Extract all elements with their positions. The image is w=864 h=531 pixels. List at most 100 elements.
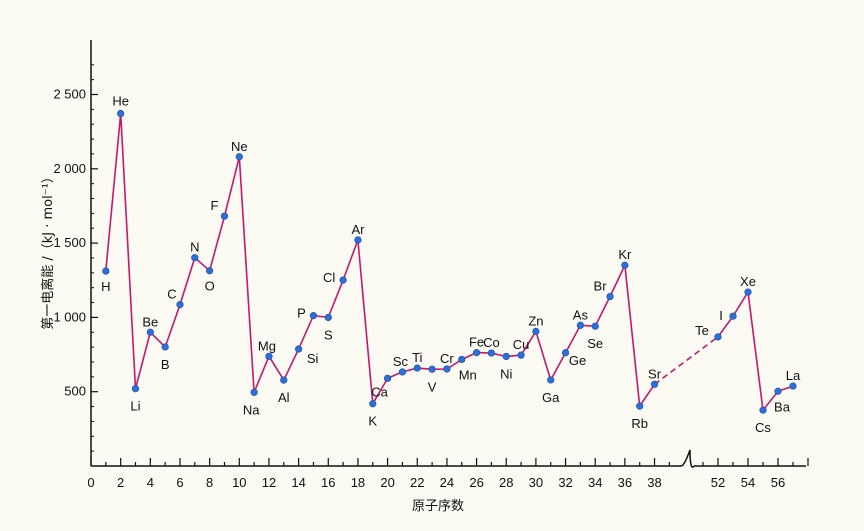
x-tick-label: 32 [558,475,572,490]
point-label-Si: Si [307,351,319,366]
point-P [309,312,318,320]
point-label-V: V [428,379,437,394]
x-tick-label: 2 [117,475,124,490]
x-tick-label: 38 [647,475,661,490]
point-label-S: S [324,327,333,342]
point-Sr [650,380,659,388]
point-label-B: B [161,357,170,372]
point-O [206,267,214,275]
point-label-Na: Na [243,402,260,417]
point-label-F: F [210,198,218,213]
point-label-Ge: Ge [569,353,586,368]
series-line-52-57 [717,289,794,413]
point-Ni [502,352,510,361]
point-label-Kr: Kr [618,247,632,262]
point-label-Cu: Cu [513,337,530,352]
point-label-P: P [297,306,306,321]
x-tick-label: 10 [232,475,246,490]
point-Cl [339,276,347,284]
x-tick-label: 12 [262,475,276,490]
point-label-Sc: Sc [393,354,409,369]
point-Rb [636,402,644,410]
x-tick-label: 30 [529,475,543,490]
axis-break-mark [681,449,695,468]
point-Ge [561,349,570,357]
point-label-K: K [368,414,377,429]
point-label-Co: Co [483,335,500,350]
point-Sc [398,368,407,376]
y-tick-label: 500 [64,384,86,399]
point-label-Cr: Cr [440,351,454,366]
y-tick-label: 2 500 [53,87,86,102]
point-Kr [621,261,629,269]
point-label-He: He [112,94,129,109]
point-Mg [265,352,273,360]
point-Ar [354,236,362,244]
point-La [789,382,797,390]
point-label-Br: Br [594,279,608,294]
point-Al [280,376,288,384]
x-tick-label: 54 [741,475,755,490]
point-Ti [413,364,421,372]
point-N [191,254,199,262]
point-Ba [774,387,782,395]
point-label-Ne: Ne [231,139,248,154]
point-Cu [517,351,525,359]
point-label-As: As [573,307,589,322]
x-tick-label: 6 [176,475,183,490]
point-label-Rb: Rb [631,416,648,431]
point-As [576,321,584,329]
point-Zn [532,327,540,335]
point-label-Cl: Cl [323,270,335,285]
x-tick-label: 52 [711,475,725,490]
point-Fe [472,349,481,357]
y-axis-title: 第一电离能 /（kJ · mol⁻¹） [40,170,56,330]
point-Be [146,328,154,336]
point-Te [714,333,722,341]
point-label-I: I [719,308,723,323]
point-F [220,212,229,220]
point-Xe [744,288,752,296]
x-tick-label: 28 [499,475,513,490]
point-label-Ba: Ba [774,399,791,414]
x-tick-label: 22 [410,475,424,490]
point-label-Zn: Zn [528,313,543,328]
x-tick-label: 20 [380,475,394,490]
point-label-Ar: Ar [351,222,365,237]
point-V [428,365,436,373]
point-label-Te: Te [695,323,709,338]
x-tick-label: 0 [87,475,94,490]
point-B [161,343,169,351]
point-label-Ga: Ga [542,390,560,405]
point-label-N: N [190,240,199,255]
point-Ca [384,374,392,382]
x-tick-label: 8 [206,475,213,490]
point-Ga [547,376,555,384]
point-label-Li: Li [130,399,140,414]
point-Li [131,385,140,393]
point-label-Ti: Ti [412,350,422,365]
y-tick-label: 1 500 [53,235,86,250]
y-tick-label: 1 000 [53,309,86,324]
point-label-O: O [205,279,215,294]
point-Cs [759,406,767,414]
point-Mn [458,355,466,364]
dashed-connection-line [654,336,719,385]
point-label-Xe: Xe [740,274,756,289]
point-label-Mg: Mg [258,338,276,353]
point-label-C: C [167,287,176,302]
x-tick-label: 36 [618,475,632,490]
x-tick-label: 24 [440,475,454,490]
point-Cr [443,365,451,373]
x-axis-title: 原子序数 [412,499,464,514]
point-label-Ni: Ni [500,366,512,381]
point-label-H: H [101,279,110,294]
point-He [117,109,125,118]
x-tick-label: 56 [771,475,785,490]
point-Co [487,349,496,357]
x-tick-label: 4 [147,475,154,490]
point-Si [295,345,303,353]
x-tick-label: 18 [351,475,365,490]
point-I [729,312,737,320]
